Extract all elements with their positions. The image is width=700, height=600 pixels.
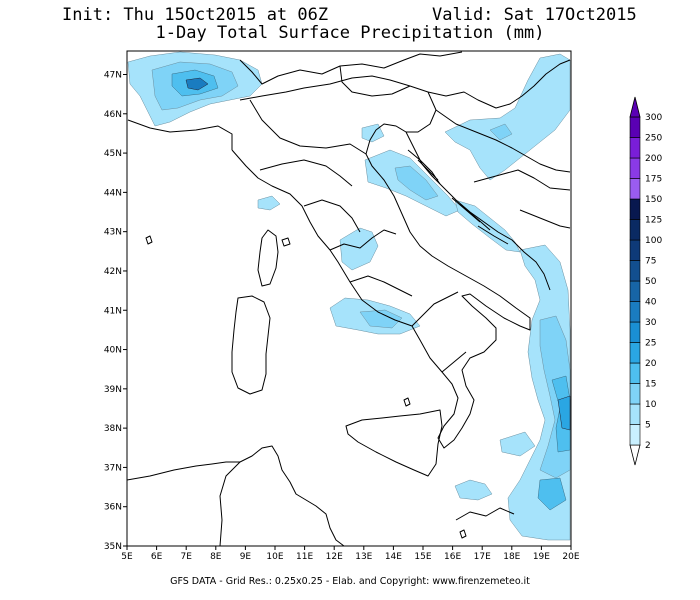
lon-tick-label: 6E xyxy=(151,552,163,562)
longitude-axis: 5E 6E 7E 8E 9E 10E 11E 12E 13E 14E 15E 16E 17E 18E 19E… xyxy=(121,546,580,562)
map-title: 1-Day Total Surface Precipitation (mm) xyxy=(155,23,545,43)
legend-level-label: 250 xyxy=(645,134,662,144)
lon-tick-label: 7E xyxy=(180,552,192,562)
legend-swatch xyxy=(629,424,641,446)
legend-level-label: 150 xyxy=(645,195,662,205)
legend-level-label: 30 xyxy=(645,318,657,328)
legend-swatch xyxy=(629,321,641,343)
lon-tick-label: 9E xyxy=(240,552,252,562)
lon-tick-label: 13E xyxy=(355,552,372,562)
legend-level-label: 40 xyxy=(645,298,657,308)
legend-swatch xyxy=(629,137,641,159)
lon-tick-label: 11E xyxy=(296,552,313,562)
legend-level-label: 20 xyxy=(645,359,657,369)
lat-tick-label: 42N xyxy=(104,267,122,277)
precipitation-areas xyxy=(127,51,571,541)
lat-tick-label: 40N xyxy=(104,346,122,356)
lon-tick-label: 17E xyxy=(474,552,491,562)
legend-swatch xyxy=(629,403,641,425)
lat-tick-label: 47N xyxy=(104,71,122,81)
lon-tick-label: 19E xyxy=(533,552,550,562)
legend-level-label: 15 xyxy=(645,380,656,390)
legend-swatch xyxy=(629,239,641,261)
legend-swatch xyxy=(629,116,641,138)
footer-credits: GFS DATA - Grid Res.: 0.25x0.25 - Elab. … xyxy=(170,576,530,587)
legend-level-label: 2 xyxy=(645,441,651,451)
valid-time-label: Valid: Sat 17Oct2015 xyxy=(432,5,637,25)
legend-swatch xyxy=(629,260,641,282)
legend-level-label: 10 xyxy=(645,400,657,410)
init-time-label: Init: Thu 15Oct2015 at 06Z xyxy=(62,5,329,25)
lat-tick-label: 44N xyxy=(104,188,122,198)
legend-level-label: 175 xyxy=(645,175,662,185)
legend-level-label: 5 xyxy=(645,421,651,431)
lat-tick-label: 43N xyxy=(104,228,122,238)
legend-arrow-bottom xyxy=(629,444,641,466)
legend-level-label: 125 xyxy=(645,216,662,226)
lon-tick-label: 5E xyxy=(121,552,133,562)
legend-swatch xyxy=(629,157,641,179)
legend-swatch xyxy=(629,178,641,200)
lon-tick-label: 15E xyxy=(414,552,431,562)
lat-tick-label: 39N xyxy=(104,385,122,395)
legend-swatch xyxy=(629,362,641,384)
lon-tick-label: 16E xyxy=(444,552,461,562)
legend-arrow-top xyxy=(629,96,641,118)
lat-tick-label: 46N xyxy=(104,110,122,120)
legend-swatch xyxy=(629,280,641,302)
legend-level-label: 75 xyxy=(645,257,656,267)
legend-level-label: 100 xyxy=(645,236,662,246)
legend-level-label: 50 xyxy=(645,277,657,287)
lat-tick-label: 35N xyxy=(104,542,122,552)
lon-tick-label: 12E xyxy=(326,552,343,562)
legend-level-label: 300 xyxy=(645,113,662,123)
legend-swatch xyxy=(629,198,641,220)
legend-swatch xyxy=(629,301,641,323)
lon-tick-label: 8E xyxy=(210,552,222,562)
lon-tick-label: 20E xyxy=(562,552,579,562)
coastlines-and-borders xyxy=(126,51,571,547)
legend-swatch xyxy=(629,383,641,405)
lat-tick-label: 36N xyxy=(104,503,122,513)
lon-tick-label: 14E xyxy=(385,552,402,562)
legend-level-label: 25 xyxy=(645,339,656,349)
lon-tick-label: 18E xyxy=(503,552,520,562)
legend-swatch xyxy=(629,342,641,364)
lat-tick-label: 41N xyxy=(104,306,122,316)
lat-tick-label: 38N xyxy=(104,424,122,434)
lon-tick-label: 10E xyxy=(266,552,283,562)
lat-tick-label: 45N xyxy=(104,149,122,159)
lat-tick-label: 37N xyxy=(104,463,122,473)
legend-level-label: 200 xyxy=(645,154,662,164)
legend-swatch xyxy=(629,219,641,241)
latitude-axis: 35N 36N 37N 38N 39N 40N 41N 42N 43N 44N 45N 46N 47N xyxy=(104,71,127,552)
